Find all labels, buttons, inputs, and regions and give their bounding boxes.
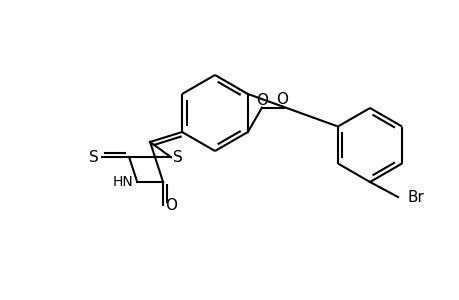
Text: O: O — [275, 92, 287, 107]
Text: HN: HN — [112, 175, 133, 189]
Text: S: S — [89, 150, 99, 165]
Text: S: S — [173, 150, 183, 165]
Text: O: O — [255, 93, 267, 108]
Text: Br: Br — [407, 190, 424, 205]
Text: O: O — [165, 198, 177, 213]
